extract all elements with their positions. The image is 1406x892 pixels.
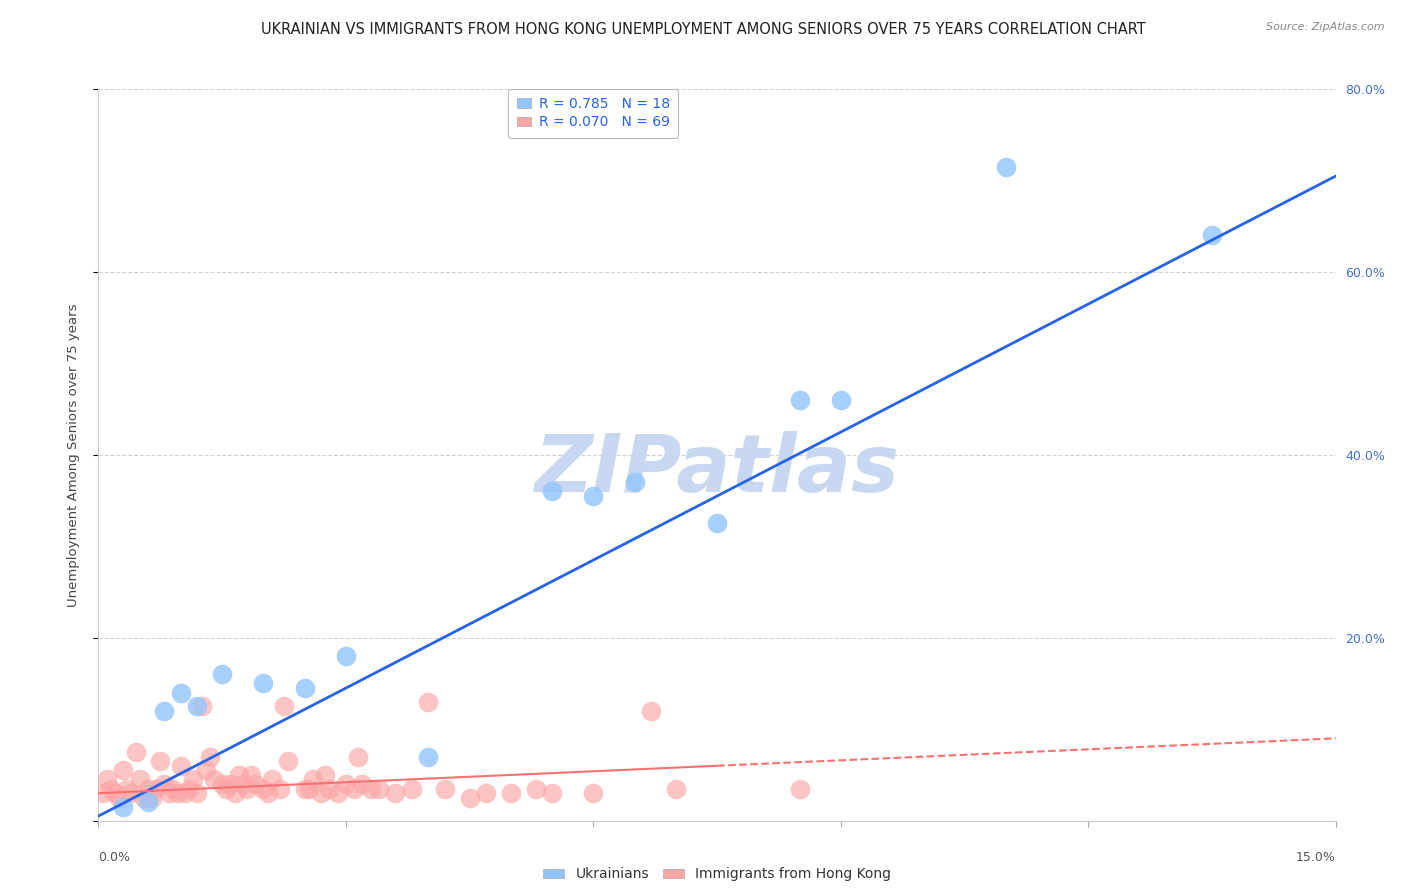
Point <box>260 772 283 787</box>
Point <box>179 781 201 796</box>
Point <box>541 484 564 499</box>
Point <box>194 764 217 778</box>
Point <box>104 786 127 800</box>
Point <box>352 777 374 791</box>
Point <box>789 781 811 796</box>
Point <box>401 781 423 796</box>
Point <box>326 786 349 800</box>
Point <box>252 676 274 690</box>
Point <box>181 772 204 787</box>
Point <box>186 699 208 714</box>
Point <box>433 781 456 796</box>
Legend: Ukrainians, Immigrants from Hong Kong: Ukrainians, Immigrants from Hong Kong <box>538 862 896 887</box>
Point <box>120 786 142 800</box>
Point <box>256 786 278 800</box>
Point <box>124 745 146 759</box>
Point <box>582 786 605 800</box>
Point <box>112 800 135 814</box>
Point <box>343 781 366 796</box>
Point <box>294 781 316 796</box>
Point <box>994 160 1017 174</box>
Point <box>294 681 316 695</box>
Point <box>384 786 406 800</box>
Point <box>298 781 321 796</box>
Point <box>145 781 167 796</box>
Point <box>458 790 481 805</box>
Point <box>228 768 250 782</box>
Point <box>162 781 184 796</box>
Point <box>302 772 325 787</box>
Point <box>347 749 370 764</box>
Point <box>1201 228 1223 243</box>
Point <box>112 764 135 778</box>
Point <box>269 781 291 796</box>
Point <box>91 786 114 800</box>
Point <box>149 754 172 768</box>
Point <box>219 777 242 791</box>
Point <box>198 749 221 764</box>
Point <box>418 695 440 709</box>
Text: 0.0%: 0.0% <box>98 851 131 863</box>
Text: Source: ZipAtlas.com: Source: ZipAtlas.com <box>1267 22 1385 32</box>
Point <box>499 786 522 800</box>
Point <box>789 392 811 407</box>
Point <box>174 786 197 800</box>
Point <box>367 781 389 796</box>
Point <box>830 392 852 407</box>
Point <box>706 516 728 531</box>
Point <box>132 790 155 805</box>
Point <box>582 489 605 503</box>
Point <box>277 754 299 768</box>
Point <box>236 781 259 796</box>
Point <box>273 699 295 714</box>
Point <box>240 768 263 782</box>
Point <box>186 786 208 800</box>
Point <box>170 686 193 700</box>
Point <box>166 786 188 800</box>
Point <box>153 777 176 791</box>
Point <box>96 772 118 787</box>
Point <box>136 781 159 796</box>
Point <box>243 777 266 791</box>
Point <box>318 781 340 796</box>
Point <box>215 781 238 796</box>
Point <box>252 781 274 796</box>
Point <box>475 786 498 800</box>
Point <box>211 667 233 681</box>
Point <box>224 786 246 800</box>
Point <box>100 781 122 796</box>
Point <box>541 786 564 800</box>
Point <box>360 781 382 796</box>
Point <box>108 790 131 805</box>
Point <box>314 768 336 782</box>
Point <box>418 749 440 764</box>
Point <box>309 786 332 800</box>
Point <box>335 649 357 664</box>
Point <box>141 790 163 805</box>
Text: UKRAINIAN VS IMMIGRANTS FROM HONG KONG UNEMPLOYMENT AMONG SENIORS OVER 75 YEARS : UKRAINIAN VS IMMIGRANTS FROM HONG KONG U… <box>260 22 1146 37</box>
Point <box>202 772 225 787</box>
Point <box>157 786 180 800</box>
Y-axis label: Unemployment Among Seniors over 75 years: Unemployment Among Seniors over 75 years <box>67 303 80 607</box>
Point <box>623 475 645 490</box>
Text: 15.0%: 15.0% <box>1296 851 1336 863</box>
Point <box>170 758 193 772</box>
Point <box>665 781 688 796</box>
Point <box>136 796 159 810</box>
Point <box>335 777 357 791</box>
Point <box>153 704 176 718</box>
Point <box>117 781 139 796</box>
Point <box>232 777 254 791</box>
Text: ZIPatlas: ZIPatlas <box>534 431 900 508</box>
Point <box>640 704 662 718</box>
Point <box>128 772 150 787</box>
Point <box>211 777 233 791</box>
Point <box>190 699 212 714</box>
Point <box>524 781 547 796</box>
